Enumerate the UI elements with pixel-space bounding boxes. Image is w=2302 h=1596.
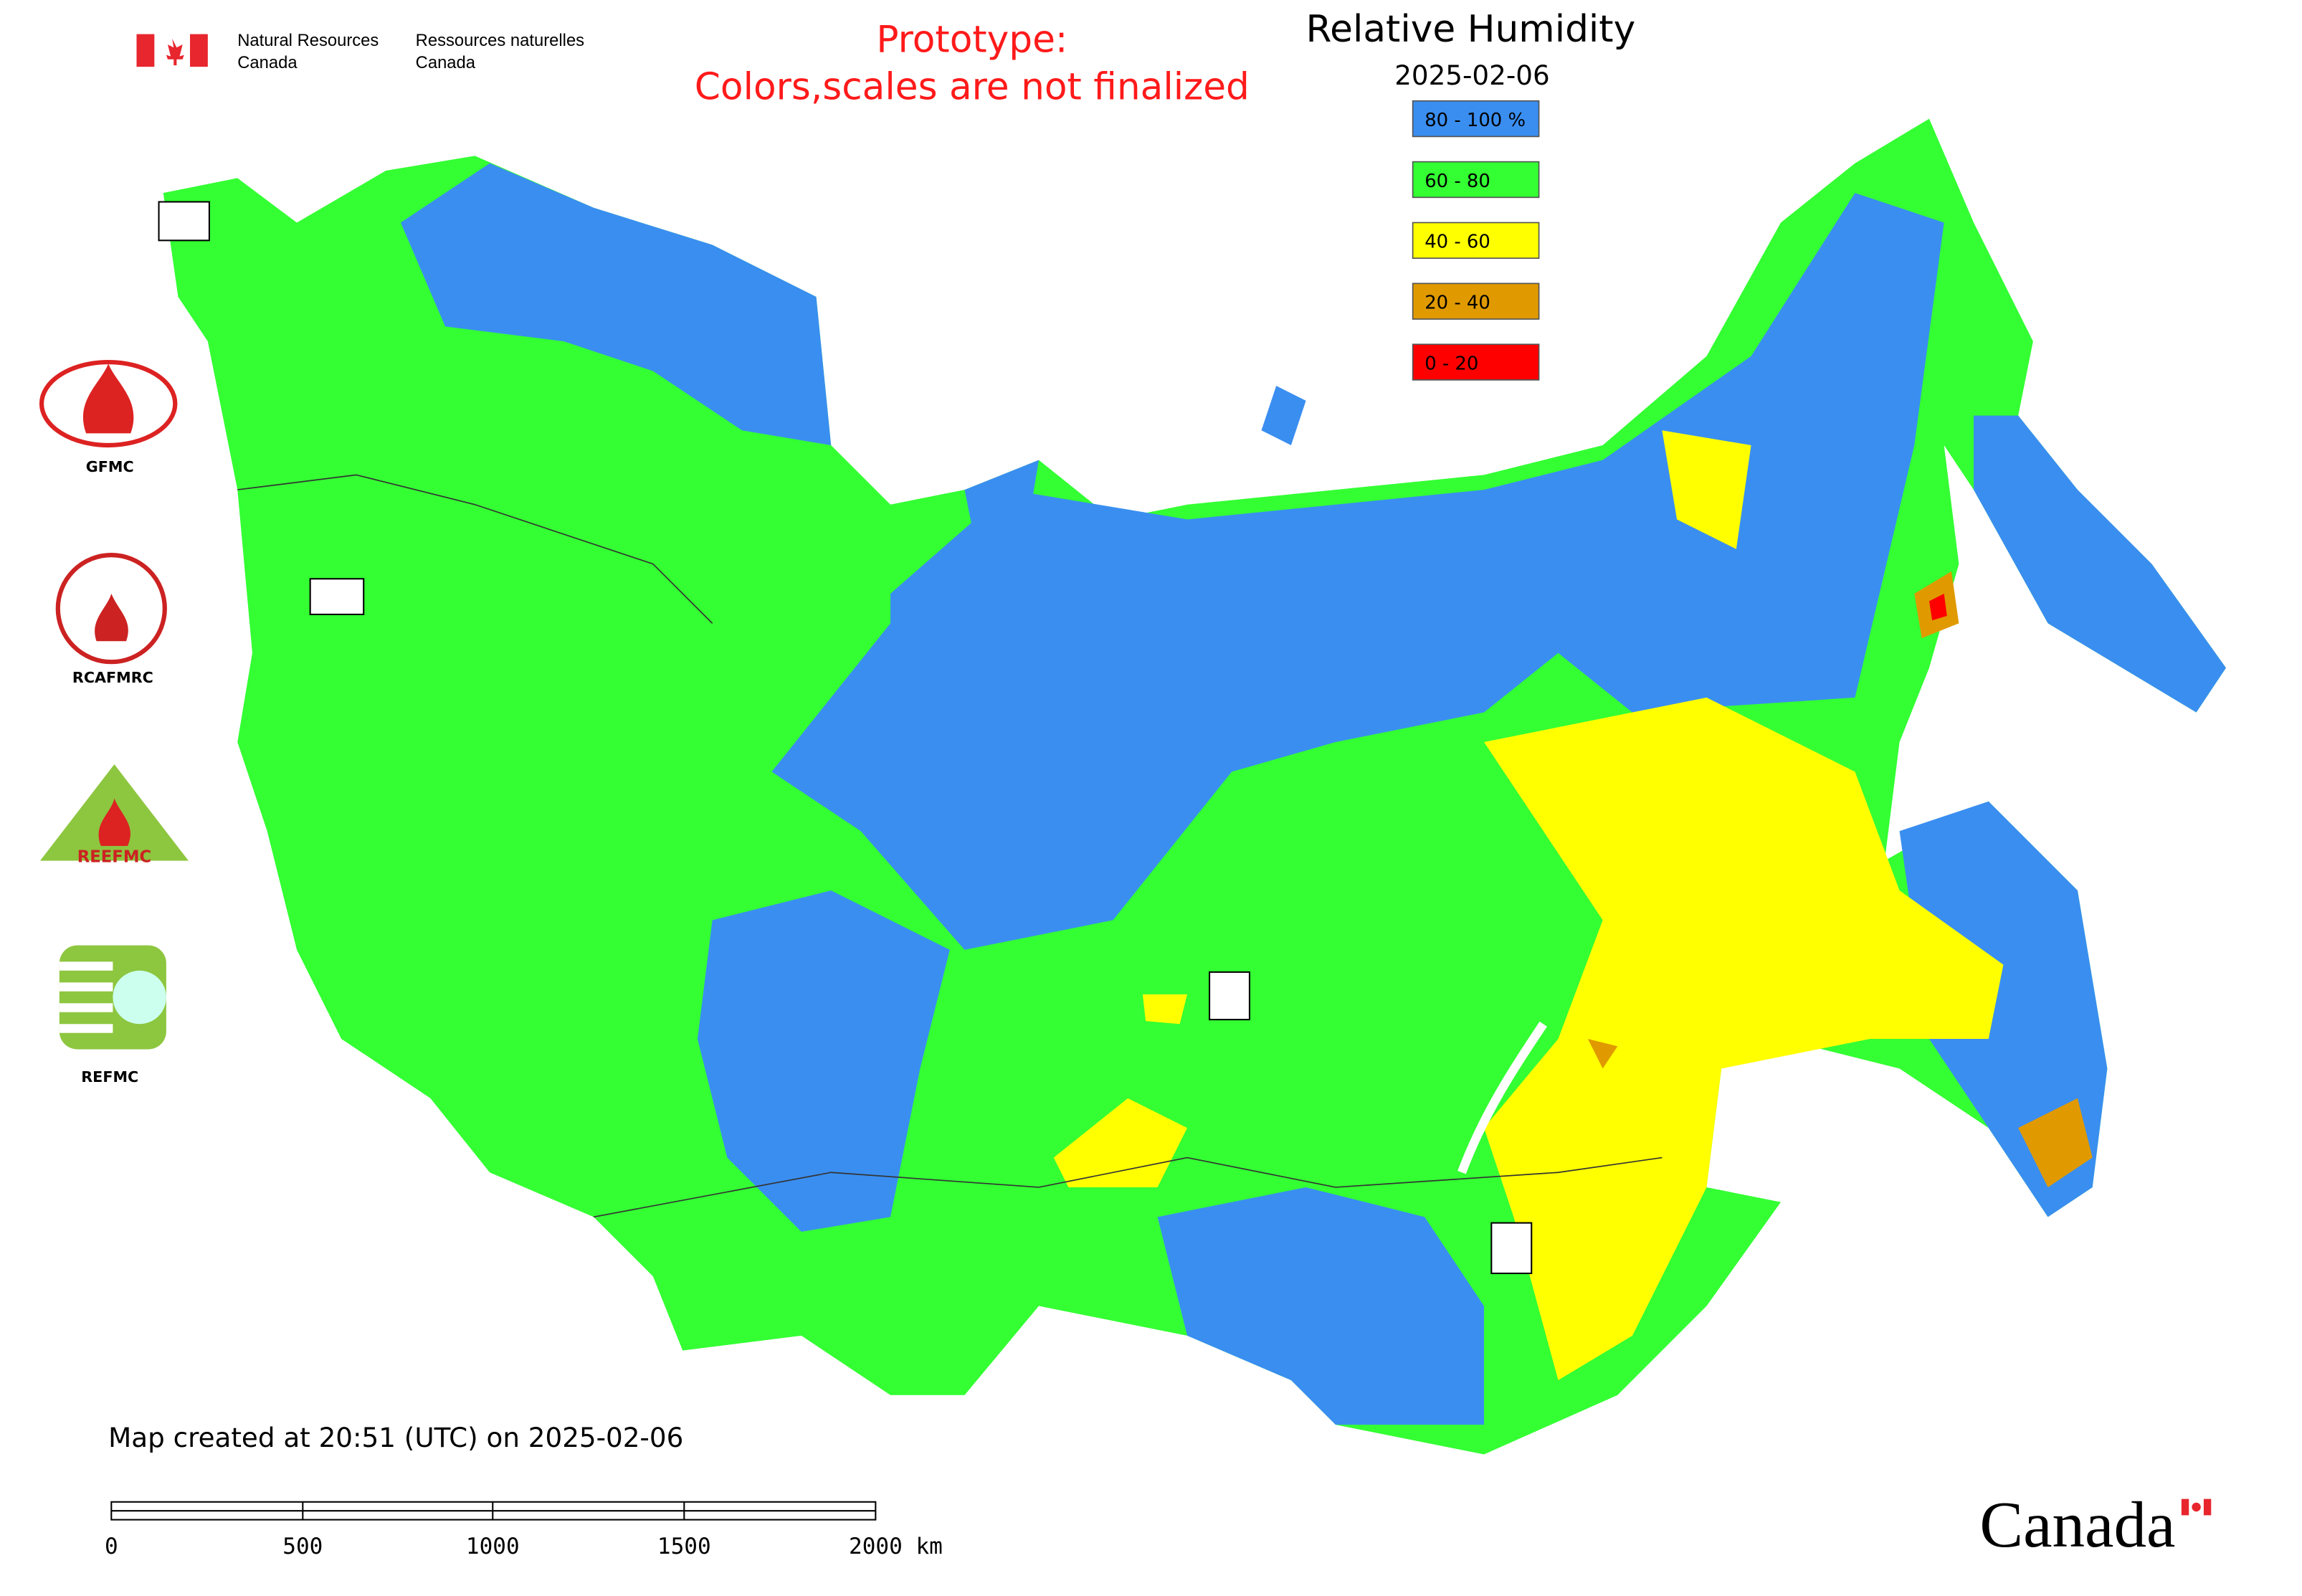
scale-label: 1500 xyxy=(657,1534,711,1559)
map-logo xyxy=(1490,1222,1533,1275)
legend-label: 0 - 20 xyxy=(1425,353,1478,374)
map-logo xyxy=(309,578,365,615)
land-region xyxy=(1928,593,1947,621)
scale-bar xyxy=(110,1501,877,1521)
map-logo xyxy=(158,201,210,242)
border xyxy=(237,474,713,624)
created-note: Map created at 20:51 (UTC) on 2025-02-06 xyxy=(108,1422,683,1453)
land-region xyxy=(1053,430,1751,1187)
legend-label: 60 - 80 xyxy=(1425,171,1490,192)
land-region xyxy=(1587,571,2093,1187)
legend-swatch xyxy=(1412,282,1540,320)
map xyxy=(158,118,2226,1455)
legend-swatch xyxy=(1412,343,1540,381)
scale-label: 1000 xyxy=(466,1534,520,1559)
legend-label: 80 - 100 % xyxy=(1425,110,1526,131)
land-region xyxy=(1974,415,2226,713)
refmc-logo xyxy=(59,945,166,1050)
org-en: Canada xyxy=(237,53,298,72)
logo-label: REFMC xyxy=(81,1068,138,1086)
org-fr: Canada xyxy=(416,53,476,72)
legend-swatch xyxy=(1412,100,1540,138)
logo-label: RCAFMRC xyxy=(72,669,153,686)
org-en: Natural Resources xyxy=(237,31,379,50)
legend-swatch xyxy=(1412,161,1540,199)
land-region xyxy=(964,386,1306,564)
rcafmrc-logo xyxy=(55,553,167,665)
notice: Prototype: xyxy=(876,18,1067,61)
lake-baikal xyxy=(1457,1021,1547,1174)
border xyxy=(593,1156,1663,1218)
legend-label: 20 - 40 xyxy=(1425,293,1490,314)
notice: Colors,scales are not finalized xyxy=(695,66,1250,109)
org-fr: Ressources naturelles xyxy=(416,31,585,50)
date: 2025-02-06 xyxy=(1394,60,1549,91)
land-region xyxy=(1157,1187,1484,1425)
logo-label: GFMC xyxy=(86,458,134,475)
canada-wordmark: Canada xyxy=(1979,1488,2175,1561)
scale-label: 2000 km xyxy=(849,1534,943,1559)
reefmc-logo xyxy=(39,764,189,861)
land-region xyxy=(400,163,832,445)
legend-swatch xyxy=(1412,222,1540,259)
wordmark-flag xyxy=(2181,1498,2212,1516)
map-logo xyxy=(1209,971,1250,1021)
title: Relative Humidity xyxy=(1306,8,1636,51)
land-region xyxy=(1483,697,2004,1381)
legend-label: 40 - 60 xyxy=(1425,232,1490,253)
scale-label: 0 xyxy=(105,1534,118,1559)
canada-flag xyxy=(136,34,208,67)
scale-label: 500 xyxy=(282,1534,323,1559)
land-region xyxy=(771,193,1944,950)
land-region xyxy=(697,890,950,1232)
gfmc-logo xyxy=(39,359,178,448)
logo-text: REEFMC xyxy=(77,848,151,867)
legend: 80 - 100 % 60 - 80 40 - 60 20 - 40 0 - 20 xyxy=(1412,100,1540,381)
